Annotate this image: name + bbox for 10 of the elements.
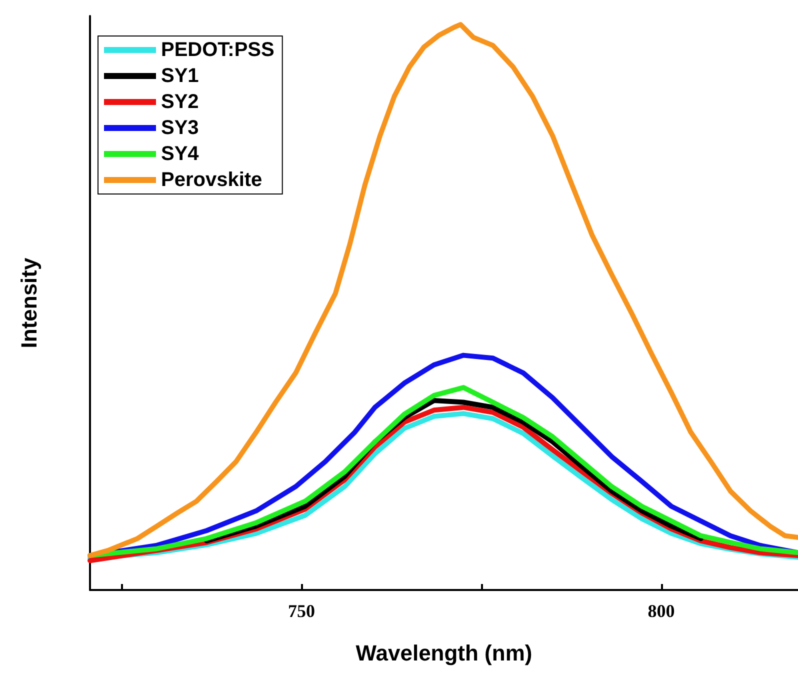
- legend-label: SY4: [161, 143, 200, 165]
- legend-label: SY2: [161, 91, 199, 113]
- legend-label: SY3: [161, 117, 199, 139]
- legend-label: PEDOT:PSS: [161, 39, 274, 61]
- x-axis-title: Wavelength (nm): [356, 640, 532, 666]
- y-axis-title: Intensity: [16, 257, 42, 348]
- x-tick-label: 800: [648, 601, 675, 621]
- x-tick-label: 750: [288, 601, 316, 621]
- legend-label: Perovskite: [161, 169, 262, 191]
- legend-label: SY1: [161, 65, 199, 87]
